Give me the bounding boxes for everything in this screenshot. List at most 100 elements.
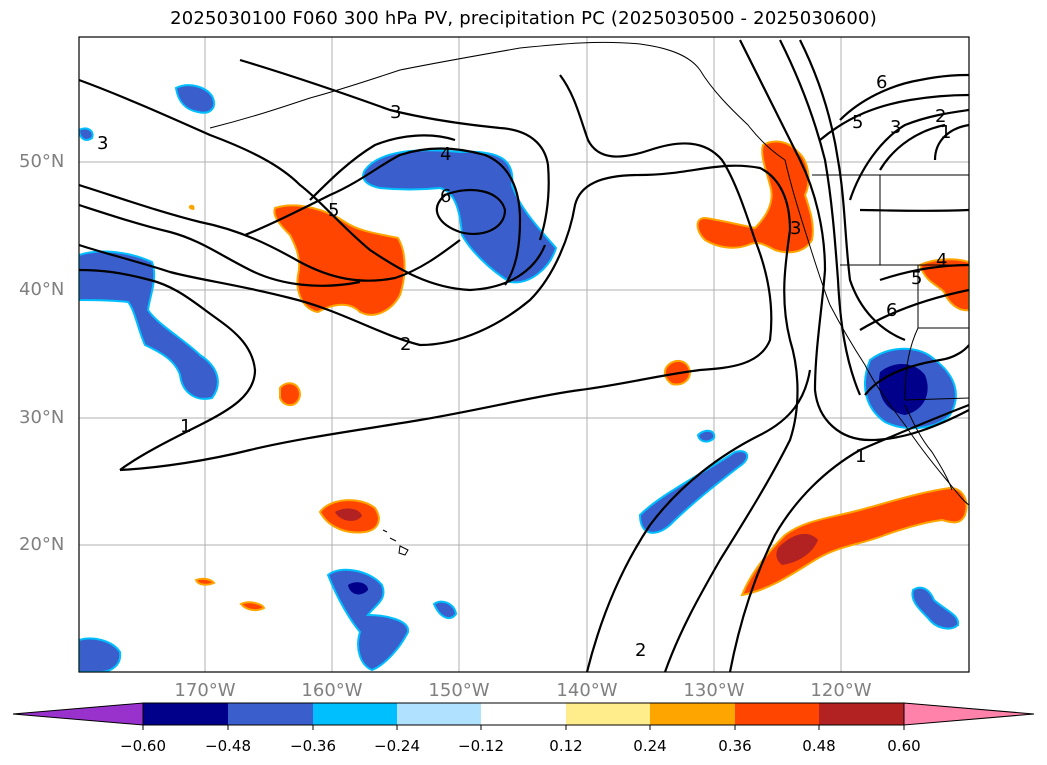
contour-ridge-2 [879, 123, 946, 171]
lat-label: 50°N [19, 151, 65, 172]
contour-1-se [728, 403, 969, 672]
negative-anomaly-areas [79, 84, 960, 672]
lon-label: 130°W [683, 680, 745, 701]
neg-area-west-1 [79, 250, 219, 400]
contour-label: 5 [852, 112, 863, 133]
neg-area-small-2 [432, 600, 458, 620]
alaska-aleutian-coast [209, 41, 786, 161]
pos-area-subtropical-core [776, 533, 818, 565]
pv-contours [79, 39, 969, 672]
contour-label: 6 [440, 186, 451, 207]
neg-area-socal-core [878, 364, 928, 415]
contour-label: 6 [886, 300, 897, 321]
contour-ridge-3 [848, 108, 969, 201]
colorbar-segment [566, 703, 650, 725]
contour-1-west [79, 268, 257, 471]
colorbar-segment [819, 703, 904, 725]
pos-area-subtropical-band [740, 486, 968, 597]
neg-area-hawaii-core [348, 582, 368, 595]
colorbar-segment [397, 703, 481, 725]
contour-labels: 3 3 4 5 6 2 1 6 5 3 2 1 4 5 6 3 1 2 [97, 72, 951, 661]
colorbar-tick-label: 0.48 [802, 737, 836, 755]
baja-coast [904, 404, 953, 491]
neg-area-baja [911, 586, 960, 630]
neg-area-hawaii-south [326, 568, 409, 672]
positive-anomaly-areas [188, 140, 969, 612]
contour-label: 2 [635, 640, 646, 661]
hawaii-islands [382, 529, 409, 556]
colorbar-outline [142, 702, 905, 726]
pos-area-small-1 [279, 382, 302, 407]
colorbar [12, 702, 1035, 730]
contour-1-west-b [119, 388, 581, 472]
neg-area-west-2 [174, 84, 216, 114]
contour-east-trough-2 [779, 39, 862, 396]
contour-label: 1 [940, 122, 951, 143]
contour-label: 4 [440, 144, 451, 165]
map-plot-area: 3 3 4 5 6 2 1 6 5 3 2 1 4 5 6 3 1 2 [79, 37, 969, 672]
colorbar-tick-label: 0.60 [887, 737, 921, 755]
colorbar-tick-label: 0.24 [633, 737, 667, 755]
state-border-2 [840, 264, 969, 329]
colorbar-ticks [142, 725, 905, 730]
contour-east-4 [879, 263, 969, 282]
us-mexico-border [904, 397, 969, 401]
contour-label: 4 [936, 250, 947, 271]
coastlines [209, 41, 969, 556]
contour-ridge-1 [933, 123, 969, 161]
colorbar-segment [481, 703, 566, 725]
lon-label: 150°W [428, 680, 490, 701]
pos-area-small-5 [188, 204, 195, 210]
pos-area-hawaii-core [335, 508, 362, 521]
colorbar-segment [650, 703, 735, 725]
pos-area-small-4 [194, 577, 216, 586]
contour-label: 3 [890, 117, 901, 138]
lon-label: 170°W [174, 680, 236, 701]
lon-label: 140°W [556, 680, 618, 701]
contour-label: 5 [911, 268, 922, 289]
state-border-3 [904, 327, 919, 401]
contour-socal-rings [864, 344, 969, 396]
contour-label: 1 [180, 416, 191, 437]
colorbar-tick-label: 0.36 [718, 737, 752, 755]
contour-label: 6 [876, 72, 887, 93]
colorbar-segment [313, 703, 397, 725]
contour-5-west [79, 203, 361, 287]
colorbar-segment [143, 703, 228, 725]
lat-label: 40°N [19, 279, 65, 300]
contour-label: 3 [390, 102, 401, 123]
contour-label: 1 [855, 446, 866, 467]
chart-title: 2025030100 F060 300 hPa PV, precipitatio… [170, 8, 877, 29]
map-background [79, 37, 969, 672]
contour-ridge-low-1 [859, 208, 969, 212]
lon-label: 120°W [810, 680, 872, 701]
colorbar-min-extension [12, 702, 144, 726]
colorbar-tick-label: −0.48 [205, 737, 251, 755]
contour-2-central [79, 164, 799, 672]
lon-label: 160°W [301, 680, 363, 701]
colorbar-tick-label: −0.24 [374, 737, 420, 755]
contour-4-west [79, 183, 461, 282]
contour-3-west [79, 78, 547, 292]
pos-area-central [273, 204, 406, 316]
colorbar-max-extension [903, 702, 1035, 726]
contour-ridge-5 [819, 93, 969, 141]
contour-east-6 [859, 288, 969, 331]
pos-area-small-3 [239, 601, 266, 612]
neg-area-nw [79, 127, 94, 141]
colorbar-tick-label: −0.60 [120, 737, 166, 755]
contour-5-north [309, 134, 456, 201]
contour-4-north [244, 147, 522, 286]
west-coast [784, 159, 969, 506]
colorbar-segment [735, 703, 819, 725]
contour-label: 2 [400, 334, 411, 355]
map-frame [78, 36, 970, 673]
contour-3-north [239, 58, 550, 241]
colorbar-tick-label: 0.12 [549, 737, 583, 755]
neg-area-small-1 [696, 429, 716, 443]
contour-label: 2 [935, 106, 946, 127]
contour-6-loop [435, 188, 507, 236]
contour-label: 3 [97, 133, 108, 154]
neg-area-band-1 [638, 450, 749, 534]
